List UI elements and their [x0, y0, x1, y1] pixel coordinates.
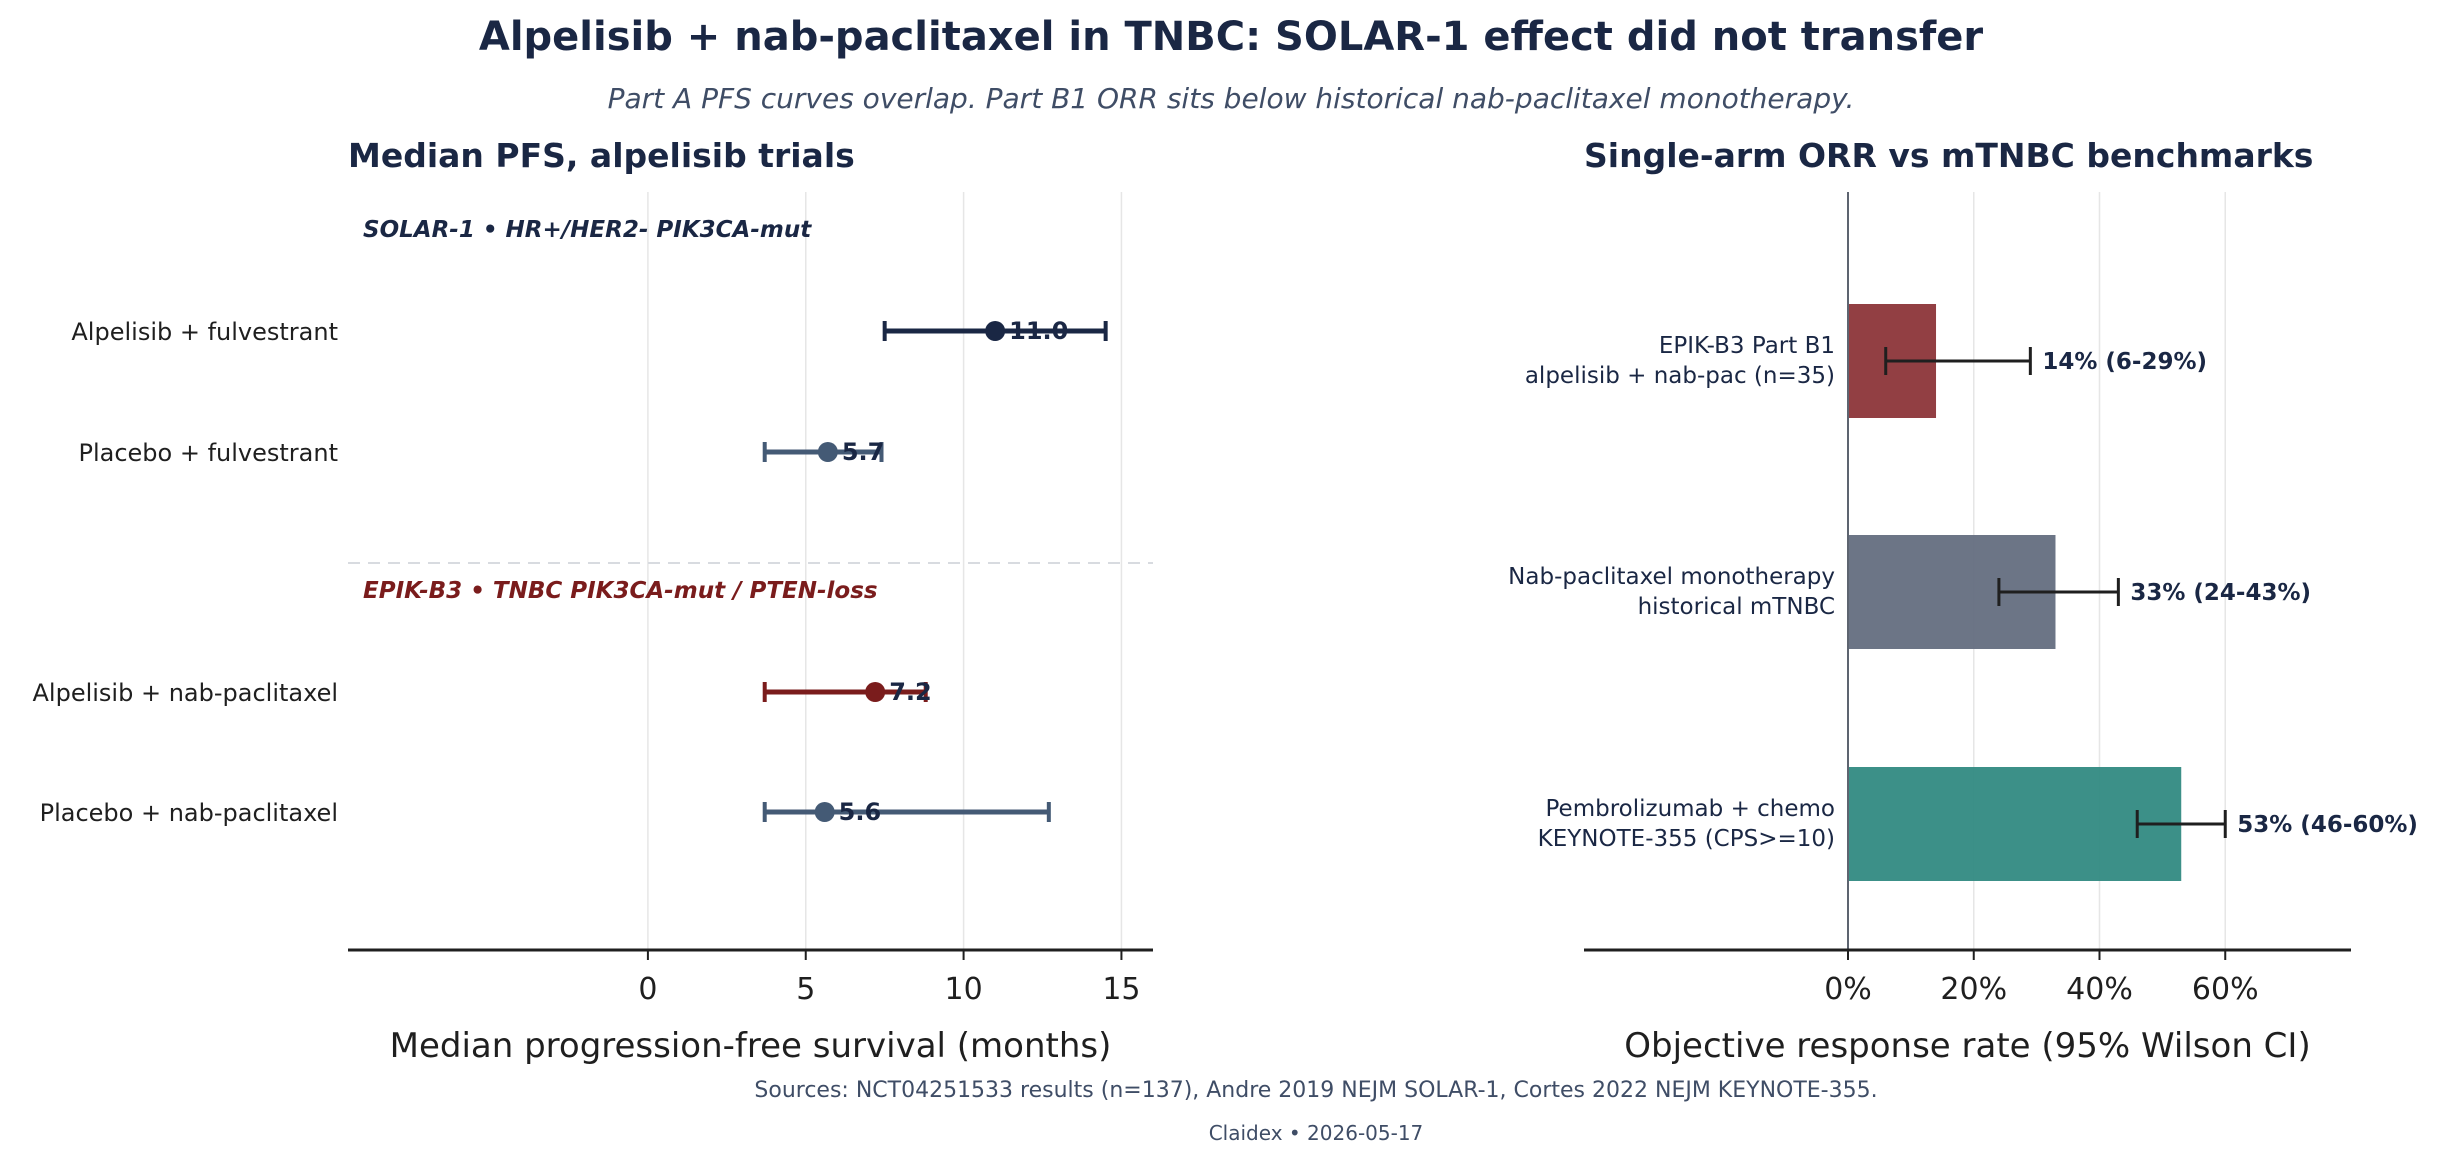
- bar-label-line1: Nab-paclitaxel monotherapy: [1508, 564, 1835, 590]
- median-point: [814, 802, 835, 822]
- row-label: Placebo + nab-paclitaxel: [40, 799, 338, 827]
- bar-label-line1: EPIK-B3 Part B1: [1659, 333, 1835, 359]
- median-data-label: 11.0: [1009, 317, 1068, 345]
- orr-data-label: 33% (24-43%): [2130, 580, 2311, 606]
- right-panel-title: Single-arm ORR vs mTNBC benchmarks: [1584, 136, 2314, 175]
- row-label: Alpelisib + nab-paclitaxel: [33, 679, 339, 707]
- right-tick-label: 60%: [2192, 972, 2259, 1007]
- chart-subtitle: Part A PFS curves overlap. Part B1 ORR s…: [607, 82, 1855, 115]
- bar-label-line2: historical mTNBC: [1638, 594, 1835, 620]
- left-tick-label: 15: [1102, 972, 1140, 1007]
- bar-label-line1: Pembrolizumab + chemo: [1546, 796, 1836, 822]
- credit-footnote: Claidex • 2026-05-17: [1208, 1121, 1424, 1145]
- group-header-label: EPIK-B3 • TNBC PIK3CA-mut / PTEN-loss: [363, 578, 878, 604]
- right-x-axis-label: Objective response rate (95% Wilson CI): [1624, 1026, 2310, 1066]
- median-data-label: 7.2: [889, 678, 932, 706]
- chart-title: Alpelisib + nab-paclitaxel in TNBC: SOLA…: [478, 14, 1984, 60]
- median-point: [985, 321, 1006, 341]
- left-panel-title: Median PFS, alpelisib trials: [348, 136, 855, 175]
- median-data-label: 5.7: [842, 438, 885, 466]
- right-tick-label: 40%: [2066, 972, 2133, 1007]
- orr-data-label: 53% (46-60%): [2237, 812, 2418, 838]
- row-label: Placebo + fulvestrant: [79, 439, 339, 467]
- bar-label-line2: alpelisib + nab-pac (n=35): [1525, 363, 1835, 389]
- orr-bar: [1848, 767, 2182, 881]
- median-data-label: 5.6: [839, 798, 882, 826]
- left-tick-label: 5: [796, 972, 815, 1007]
- median-point: [817, 442, 838, 462]
- orr-data-label: 14% (6-29%): [2042, 349, 2207, 375]
- bar-label-line2: KEYNOTE-355 (CPS>=10): [1538, 826, 1835, 852]
- left-tick-label: 0: [638, 972, 657, 1007]
- left-x-axis-label: Median progression-free survival (months…: [390, 1026, 1112, 1066]
- right-tick-label: 0%: [1824, 972, 1872, 1007]
- median-point: [865, 682, 886, 702]
- sources-footnote: Sources: NCT04251533 results (n=137), An…: [754, 1078, 1878, 1103]
- row-label: Alpelisib + fulvestrant: [71, 318, 338, 346]
- left-tick-label: 10: [944, 972, 982, 1007]
- right-tick-label: 20%: [1940, 972, 2007, 1007]
- group-header-label: SOLAR-1 • HR+/HER2- PIK3CA-mut: [363, 217, 812, 243]
